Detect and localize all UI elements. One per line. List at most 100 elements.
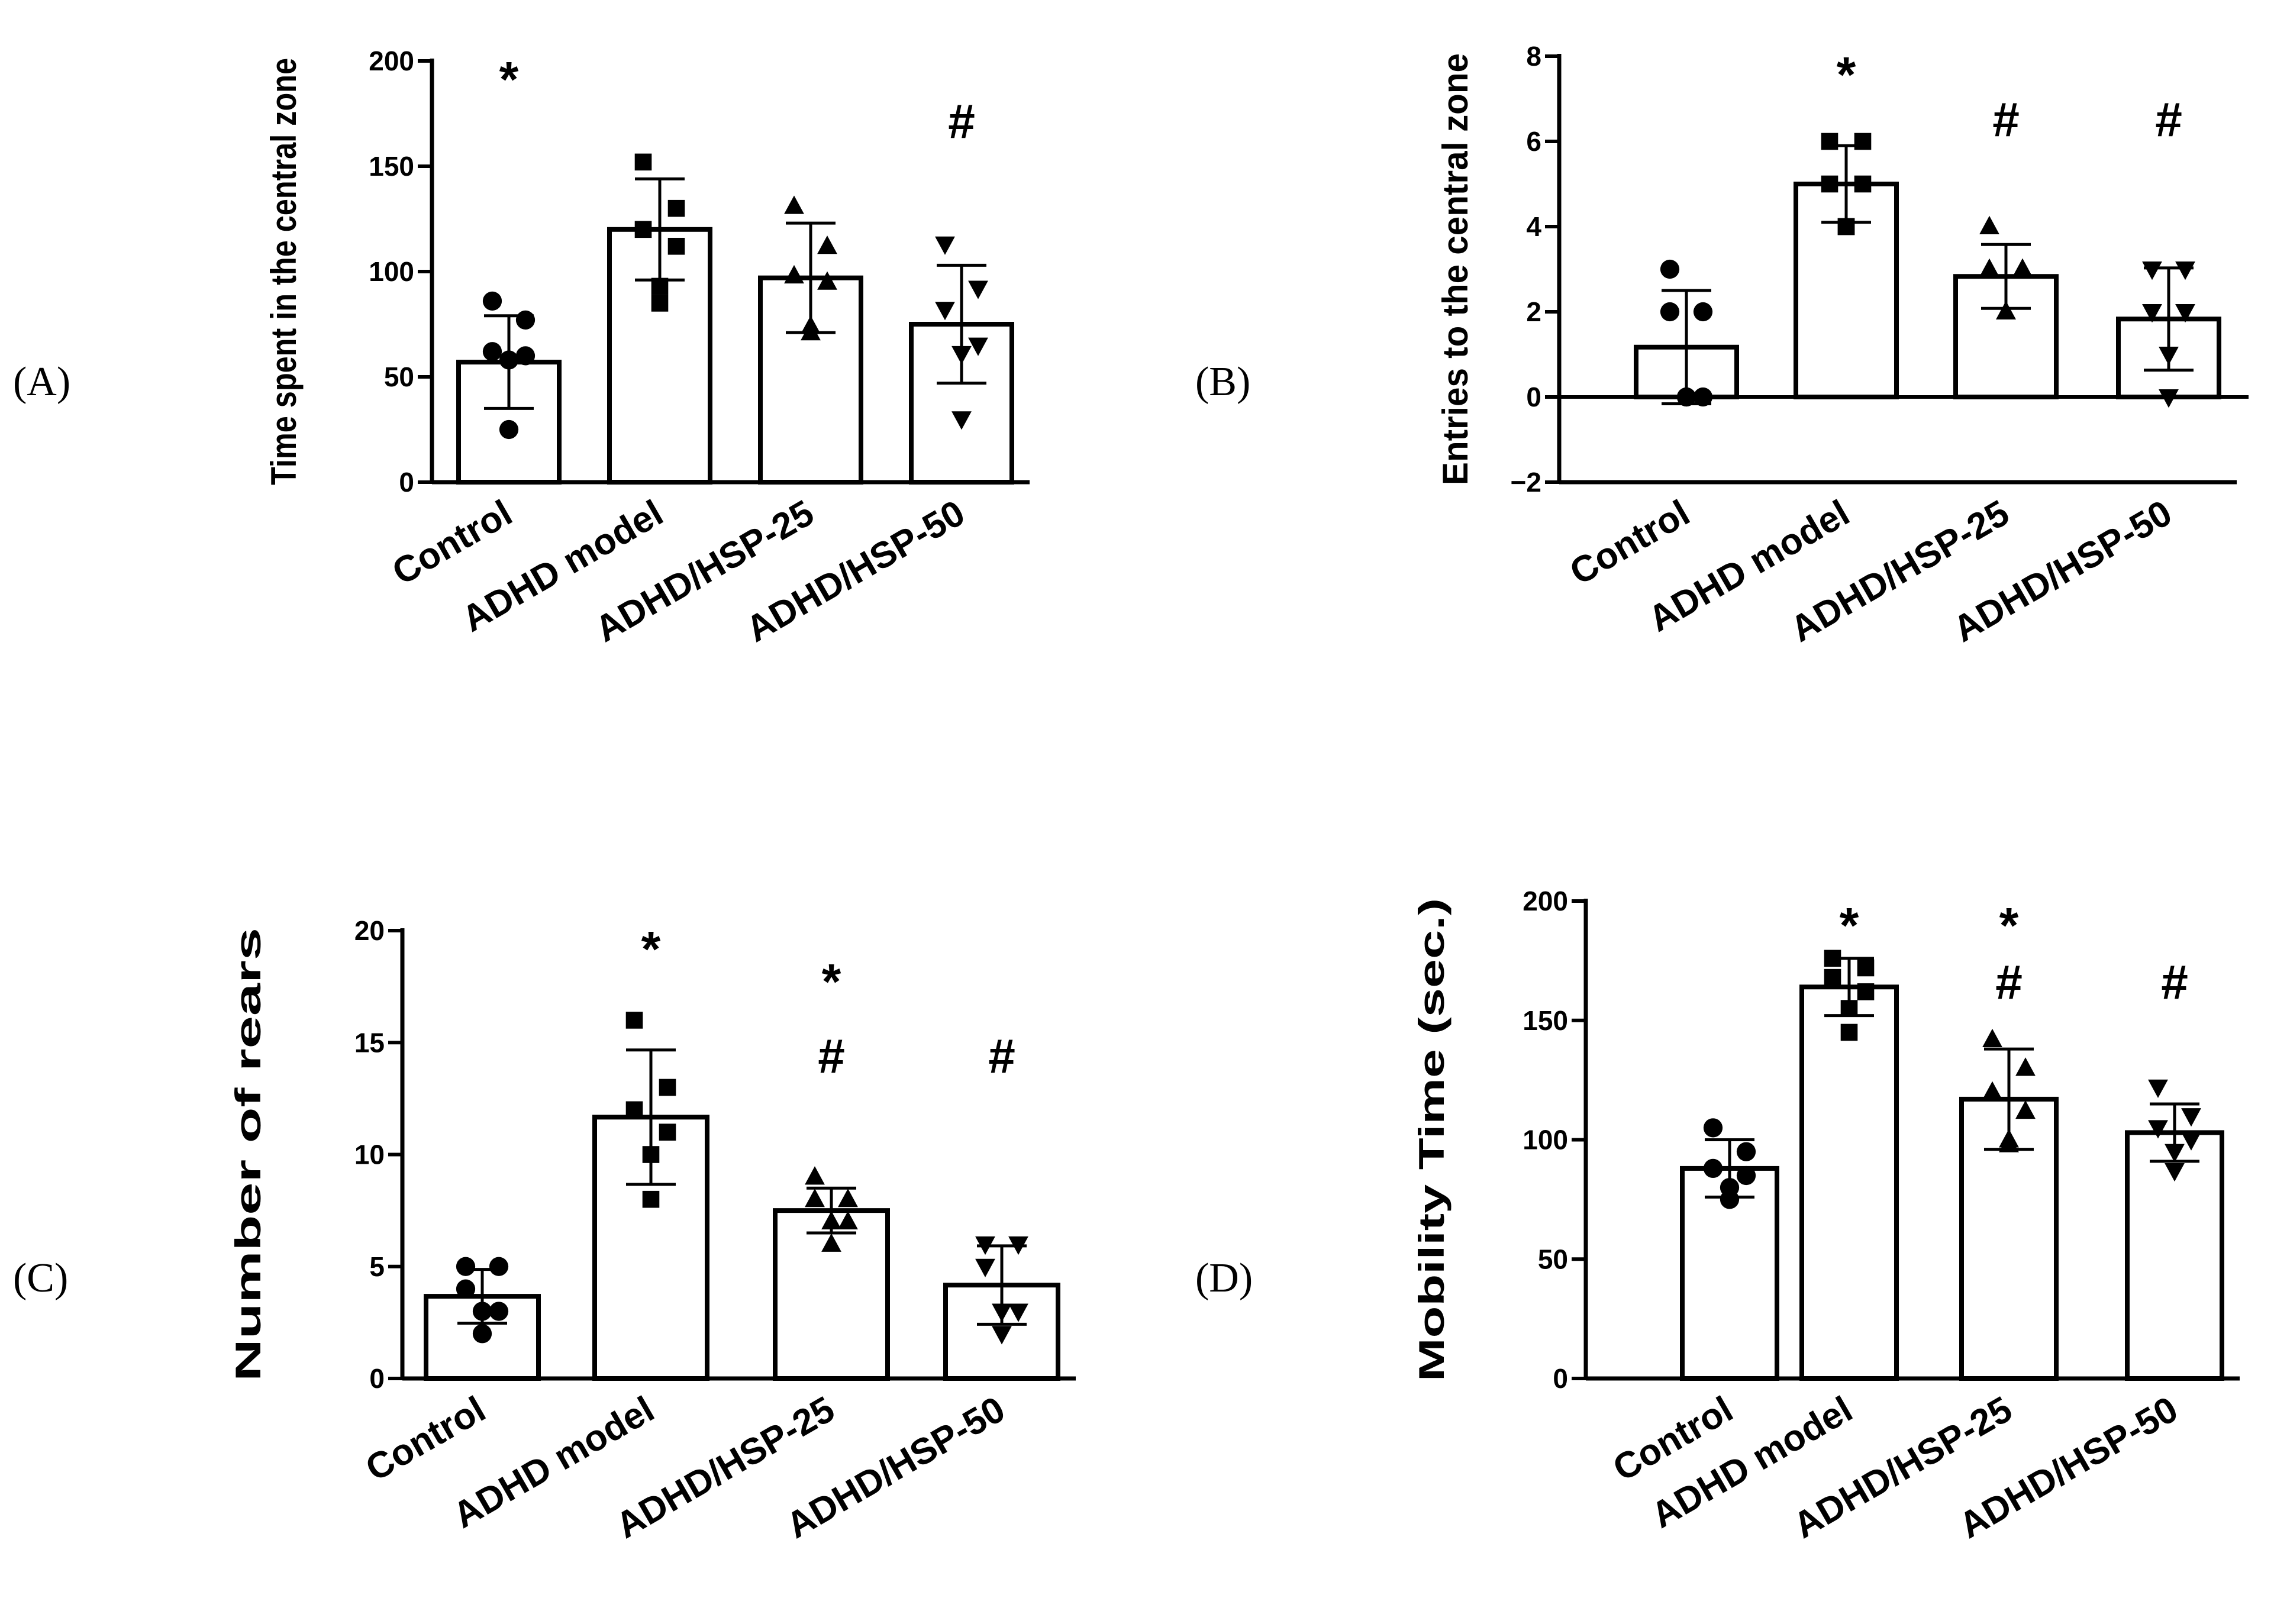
data-point <box>2165 1144 2185 1163</box>
data-point <box>817 235 837 254</box>
data-point <box>472 1324 492 1344</box>
significance-hash: # <box>818 1029 845 1083</box>
data-point <box>482 342 502 361</box>
significance-star: * <box>499 51 519 107</box>
data-point <box>1857 959 1875 977</box>
data-point <box>659 1079 676 1096</box>
data-point <box>1693 302 1713 322</box>
data-point <box>2175 261 2195 280</box>
y-tick-label: −2 <box>1511 467 1541 498</box>
data-point <box>821 1233 841 1252</box>
significance-star: * <box>1999 897 2019 953</box>
data-point <box>1008 1303 1028 1322</box>
data-point <box>801 322 821 341</box>
data-point <box>456 1279 476 1299</box>
bar <box>1680 1165 1779 1381</box>
data-point <box>2159 389 2179 408</box>
data-point <box>515 310 536 330</box>
data-point <box>625 1101 643 1119</box>
data-point <box>1660 259 1680 279</box>
data-point <box>1693 387 1713 407</box>
data-point <box>1979 215 1999 234</box>
data-point <box>2165 1163 2185 1182</box>
data-point <box>1821 175 1838 193</box>
y-axis-label: Mobility Time (sec.) <box>1412 898 1452 1381</box>
data-point <box>1824 950 1841 967</box>
data-point <box>1676 387 1696 407</box>
data-point <box>1736 1142 1756 1161</box>
category-label: Control <box>386 492 519 593</box>
y-tick-label: 5 <box>369 1251 385 1282</box>
significance-star: * <box>1840 897 1859 953</box>
data-point <box>2175 304 2195 323</box>
y-tick-label: 200 <box>369 46 414 76</box>
data-point <box>489 1302 509 1321</box>
data-point <box>499 419 519 440</box>
panel-d: (D) Mobility Time (sec.) 050100150200Contr… <box>1195 886 2240 1546</box>
y-tick-label: 150 <box>1523 1005 1568 1036</box>
data-point <box>1999 1134 2019 1152</box>
data-point <box>499 350 519 370</box>
data-point <box>817 271 837 290</box>
y-tick-label: 8 <box>1526 41 1541 72</box>
y-axis-label: Entries to the central zone <box>1436 53 1475 485</box>
data-point <box>1720 1190 1740 1209</box>
data-point <box>482 291 502 311</box>
y-tick-label: 50 <box>384 361 414 392</box>
data-point <box>805 1166 825 1185</box>
data-point <box>2015 1057 2036 1076</box>
data-point <box>634 153 652 171</box>
data-point <box>2159 347 2179 366</box>
data-point <box>2148 1120 2168 1139</box>
data-point <box>821 1210 841 1230</box>
panel-label: (C) <box>13 1255 68 1301</box>
data-point <box>1840 1000 1858 1017</box>
data-point <box>951 411 972 430</box>
panel-b: (B) Entries to the central zone −2 0 2 4 6 8 Con… <box>1195 41 2249 650</box>
category-label: Control <box>1563 492 1696 593</box>
data-point <box>968 337 988 356</box>
data-point <box>784 264 804 284</box>
y-tick-label: 50 <box>1538 1244 1568 1274</box>
significance-hash: # <box>1992 93 2020 147</box>
data-point <box>1736 1165 1756 1186</box>
data-point <box>784 195 804 214</box>
data-point <box>805 1189 825 1207</box>
y-tick-label: 0 <box>369 1363 385 1394</box>
data-point <box>634 221 652 238</box>
y-tick-label: 0 <box>399 467 414 498</box>
y-tick-label: 4 <box>1526 211 1541 242</box>
bar <box>1799 984 1899 1381</box>
data-point <box>935 236 955 255</box>
data-point <box>1979 258 1999 277</box>
data-point <box>2181 1108 2201 1127</box>
data-point <box>975 1258 995 1277</box>
data-point <box>642 1146 660 1163</box>
data-point <box>1821 133 1838 150</box>
data-point <box>951 346 972 365</box>
significance-hash: # <box>2161 955 2188 1009</box>
data-point <box>975 1236 995 1255</box>
data-point <box>659 1123 676 1141</box>
data-point <box>667 199 685 217</box>
y-tick-label: 10 <box>354 1139 385 1170</box>
y-tick-label: 150 <box>369 151 414 182</box>
data-point <box>1996 301 2016 319</box>
bar <box>1794 182 1899 399</box>
data-point <box>968 280 988 299</box>
data-point <box>2148 1079 2168 1098</box>
y-tick-label: 20 <box>354 915 385 946</box>
y-tick-label: 0 <box>1553 1363 1568 1394</box>
panel-label: (D) <box>1195 1255 1253 1301</box>
data-point <box>838 1189 858 1207</box>
data-point <box>1837 218 1855 235</box>
y-tick-label: 100 <box>1523 1125 1568 1155</box>
data-point <box>2181 1132 2201 1151</box>
y-tick-label: 2 <box>1526 296 1541 327</box>
data-point <box>651 277 669 295</box>
significance-hash: # <box>1995 955 2023 1009</box>
data-point <box>1982 1028 2002 1048</box>
data-point <box>1703 1158 1723 1179</box>
data-point <box>2012 258 2033 277</box>
